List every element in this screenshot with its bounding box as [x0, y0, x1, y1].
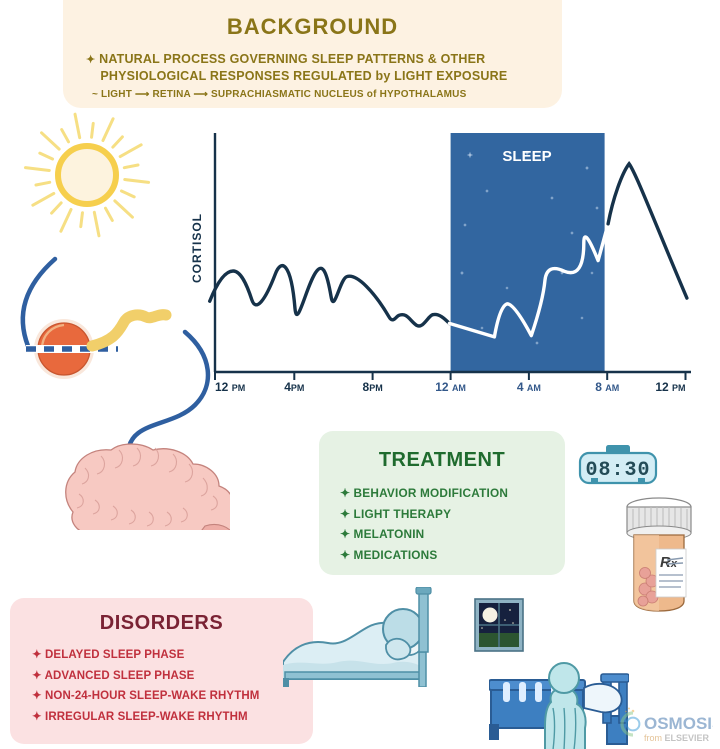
- svg-text:CORTISOL: CORTISOL: [190, 213, 204, 283]
- svg-text:08:30: 08:30: [585, 459, 650, 482]
- svg-text:12 PM: 12 PM: [215, 380, 245, 394]
- svg-text:8PM: 8PM: [363, 380, 383, 394]
- svg-text:from ELSEVIER: from ELSEVIER: [644, 733, 710, 743]
- svg-text:4PM: 4PM: [284, 380, 304, 394]
- svg-text:SLEEP: SLEEP: [502, 148, 551, 165]
- svg-text:8 AM: 8 AM: [595, 380, 619, 394]
- svg-text:12 AM: 12 AM: [435, 380, 466, 394]
- svg-text:4 AM: 4 AM: [517, 380, 541, 394]
- svg-text:12 PM: 12 PM: [655, 380, 685, 394]
- svg-text:OSMOSIS: OSMOSIS: [644, 714, 713, 733]
